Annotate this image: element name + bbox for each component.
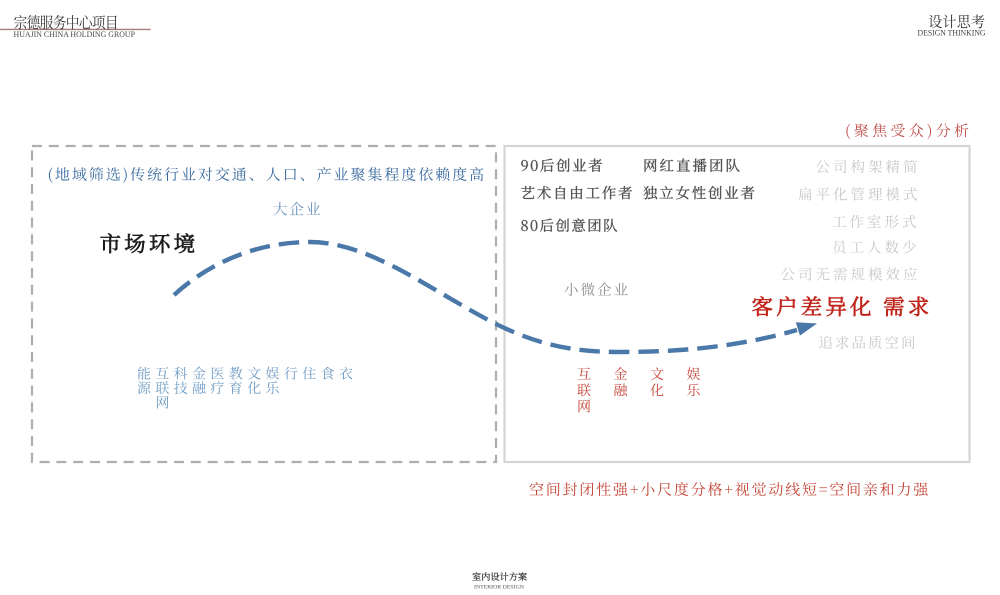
svg-text:HUAJIN CHINA HOLDING GROUP: HUAJIN CHINA HOLDING GROUP: [14, 30, 136, 39]
svg-text:INTERIOR DESIGN: INTERIOR DESIGN: [474, 584, 524, 590]
svg-text:DESIGN THINKING: DESIGN THINKING: [918, 28, 986, 37]
